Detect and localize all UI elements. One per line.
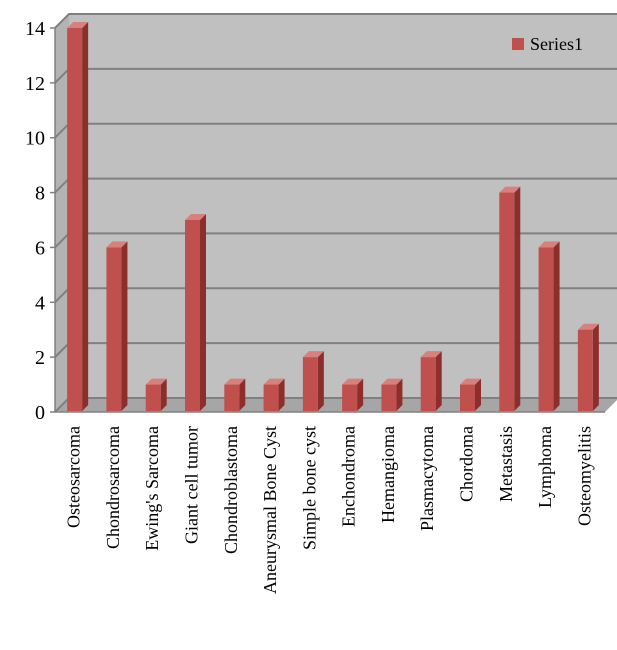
x-category-label-3: Giant cell tumor	[182, 426, 202, 544]
bar-top-4	[224, 378, 246, 385]
bar-top-12	[538, 241, 560, 248]
bar-top-7	[342, 378, 364, 385]
bar-side-5	[278, 378, 285, 411]
x-category-label-4: Chondroblastoma	[221, 426, 241, 554]
x-category-label-8: Hemangioma	[378, 426, 398, 523]
bar-front-8	[381, 384, 397, 411]
side-wall	[55, 14, 69, 412]
x-category-label-2: Ewing's Sarcoma	[142, 426, 162, 551]
bar-side-13	[592, 323, 599, 411]
bar-top-0	[67, 22, 89, 28]
bar-12	[538, 241, 560, 411]
bar-top-13	[577, 323, 599, 330]
bar-4	[224, 378, 246, 411]
x-axis-labels: Osteosarcoma Chondrosarcoma Ewing's Sarcom…	[64, 426, 595, 594]
bar-7	[342, 378, 364, 411]
bar-side-0	[82, 22, 89, 411]
bar-side-4	[239, 378, 246, 411]
bar-top-1	[106, 241, 128, 248]
y-tick-label-5: 10	[25, 128, 45, 150]
x-category-label-5: Aneurysmal Bone Cyst	[260, 426, 280, 594]
bar-side-8	[396, 378, 403, 411]
bar-0	[67, 22, 89, 411]
chart-walls	[55, 14, 617, 412]
bar-6	[302, 351, 324, 411]
bar-side-1	[121, 241, 128, 411]
bar-10	[460, 378, 481, 411]
bar-top-3	[185, 214, 206, 220]
x-category-label-6: Simple bone cyst	[299, 426, 319, 550]
x-category-label-0: Osteosarcoma	[64, 426, 84, 528]
y-tick-label-0: 0	[35, 402, 45, 424]
legend-label: Series1	[530, 34, 583, 54]
bar-top-11	[499, 186, 521, 193]
bar-side-10	[475, 378, 481, 411]
bar-top-10	[460, 378, 481, 385]
bar-top-6	[302, 351, 324, 358]
bar-5	[263, 378, 285, 411]
bar-front-3	[185, 220, 200, 411]
bar-front-11	[499, 192, 515, 411]
bar-side-3	[200, 214, 206, 411]
bar-side-2	[160, 378, 167, 411]
back-wall	[69, 14, 617, 398]
x-category-label-7: Enchondroma	[339, 426, 359, 527]
bar-front-12	[538, 247, 554, 411]
y-axis-ticks: 0 2 4 6 8 10 12 14	[25, 18, 45, 424]
bars	[67, 22, 599, 411]
bar-front-7	[342, 384, 358, 411]
gridline-7	[54, 13, 617, 29]
legend: Series1	[512, 34, 583, 54]
y-tick-label-4: 8	[35, 183, 45, 205]
bar-9	[420, 351, 442, 411]
bar-front-10	[460, 384, 475, 411]
bar-11	[499, 186, 521, 411]
bar-front-0	[67, 28, 83, 411]
x-category-label-1: Chondrosarcoma	[103, 426, 123, 549]
x-category-label-13: Osteomyelitis	[574, 426, 594, 526]
bar-1	[106, 241, 128, 411]
x-category-label-10: Chordoma	[457, 426, 477, 502]
y-tick-label-2: 4	[35, 292, 45, 314]
x-category-label-12: Lymphoma	[535, 426, 555, 508]
y-tick-label-3: 6	[35, 237, 45, 259]
bar-side-11	[514, 186, 521, 411]
bar-side-12	[553, 241, 560, 411]
bar-front-1	[106, 247, 122, 411]
floor	[55, 398, 617, 412]
y-tick-label-1: 2	[35, 347, 45, 369]
legend-swatch	[512, 38, 524, 50]
bar-front-13	[577, 329, 593, 411]
bar-front-2	[145, 384, 161, 411]
bar-front-6	[302, 357, 318, 411]
bar-top-8	[381, 378, 403, 385]
bar-front-5	[263, 384, 279, 411]
bar-2	[145, 378, 167, 411]
bar-3	[185, 214, 206, 411]
bar-front-4	[224, 384, 240, 411]
y-tick-label-6: 12	[25, 73, 45, 95]
bar-top-5	[263, 378, 285, 385]
bar-8	[381, 378, 403, 411]
bar-front-9	[420, 357, 436, 411]
bar-13	[577, 323, 599, 411]
y-tick-label-7: 14	[25, 18, 45, 40]
bar-top-2	[145, 378, 167, 385]
bar-side-7	[357, 378, 364, 411]
x-category-label-9: Plasmacytoma	[417, 426, 437, 531]
bar-side-9	[435, 351, 442, 411]
x-category-label-11: Metastasis	[496, 426, 516, 502]
bar-top-9	[420, 351, 442, 358]
axes	[50, 27, 605, 413]
bar-side-6	[317, 351, 324, 411]
